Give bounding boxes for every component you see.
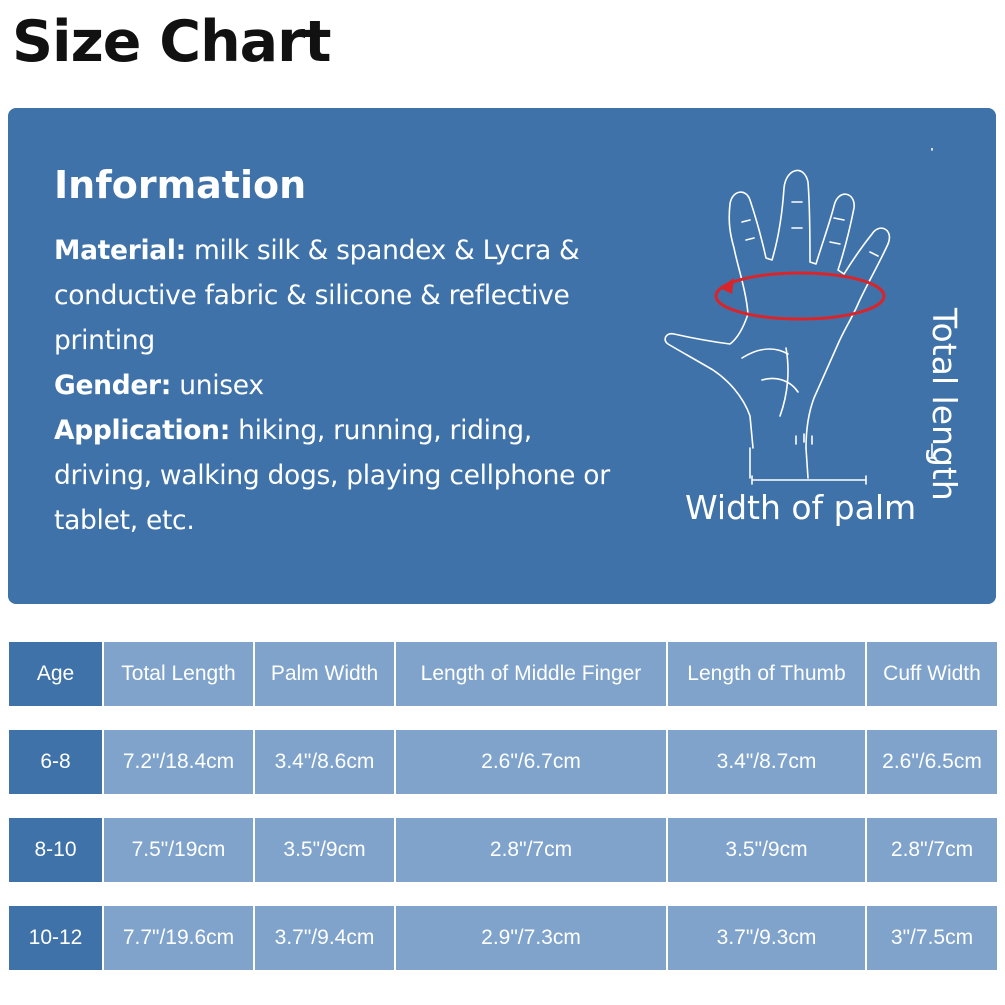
information-panel: Information Material: milk silk & spande… [8,108,996,604]
palm-width-label: Width of palm [685,488,917,527]
palm-width-cell: 3.5"/9cm [255,818,396,882]
middle-finger-cell: 2.6"/6.7cm [396,730,668,794]
information-heading: Information [54,163,307,207]
header-total-length: Total Length [104,642,255,706]
total-length-label: Total length [925,308,964,501]
header-thumb: Length of Thumb [668,642,867,706]
thumb-cell: 3.5"/9cm [668,818,867,882]
gender-value: unisex [171,370,264,401]
material-label: Material: [54,235,186,266]
middle-finger-cell: 2.9"/7.3cm [396,906,668,970]
header-middle-finger: Length of Middle Finger [396,642,668,706]
material-value: milk silk & spandex & Lycra & conductive… [54,235,580,356]
header-age: Age [9,642,104,706]
thumb-cell: 3.7"/9.3cm [668,906,867,970]
age-cell: 10-12 [9,906,104,970]
hand-measurement-diagram [664,148,937,485]
age-cell: 8-10 [9,818,104,882]
gender-label: Gender: [54,370,172,401]
table-header-row: Age Total Length Palm Width Length of Mi… [9,642,997,706]
page-title: Size Chart [12,9,332,75]
total-length-cell: 7.5"/19cm [104,818,255,882]
application-label: Application: [54,415,231,446]
thumb-cell: 3.4"/8.7cm [668,730,867,794]
application-value: hiking, running, riding, driving, walkin… [54,415,610,536]
table-row: 8-10 7.5"/19cm 3.5"/9cm 2.8"/7cm 3.5"/9c… [9,818,997,882]
palm-width-cell: 3.7"/9.4cm [255,906,396,970]
information-text: Material: milk silk & spandex & Lycra & … [54,228,624,543]
total-length-cell: 7.7"/19.6cm [104,906,255,970]
total-length-cell: 7.2"/18.4cm [104,730,255,794]
size-table: Age Total Length Palm Width Length of Mi… [9,642,997,994]
palm-width-cell: 3.4"/8.6cm [255,730,396,794]
header-cuff-width: Cuff Width [867,642,997,706]
header-palm-width: Palm Width [255,642,396,706]
middle-finger-cell: 2.8"/7cm [396,818,668,882]
table-row: 6-8 7.2"/18.4cm 3.4"/8.6cm 2.6"/6.7cm 3.… [9,730,997,794]
cuff-width-cell: 2.6"/6.5cm [867,730,997,794]
cuff-width-cell: 2.8"/7cm [867,818,997,882]
age-cell: 6-8 [9,730,104,794]
table-row: 10-12 7.7"/19.6cm 3.7"/9.4cm 2.9"/7.3cm … [9,906,997,970]
cuff-width-cell: 3"/7.5cm [867,906,997,970]
